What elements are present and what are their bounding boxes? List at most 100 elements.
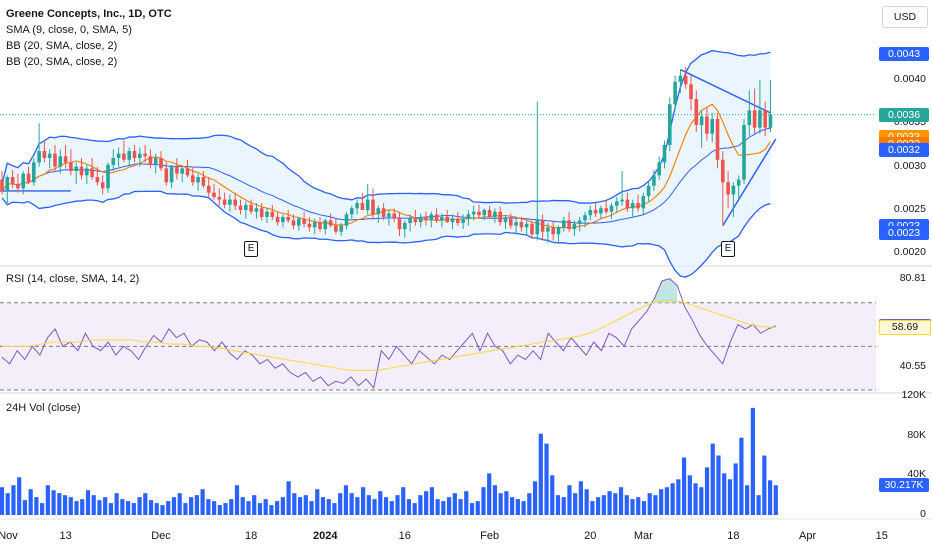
candle-body (111, 158, 116, 165)
volume-bar (143, 493, 148, 515)
candle-body (434, 214, 439, 221)
candle-body (286, 216, 290, 221)
candle (726, 171, 730, 209)
time-tick-label: 2024 (313, 530, 338, 542)
candle (350, 205, 354, 219)
volume-bar (309, 501, 314, 515)
volume-bar (74, 501, 79, 515)
candle-body (371, 199, 375, 215)
candle-body (42, 151, 47, 158)
candle (567, 211, 571, 232)
candle-body (302, 218, 306, 224)
candle (641, 192, 646, 215)
candle-body (683, 75, 688, 85)
time-tick-label: 16 (398, 530, 411, 542)
candle-body (524, 223, 529, 228)
candle (21, 171, 25, 195)
candle (318, 216, 322, 232)
rsi-tick-label: 80.81 (899, 272, 926, 285)
volume-bar (636, 497, 641, 515)
price-tag: 0.0023 (879, 225, 929, 240)
volume-bar (148, 500, 154, 515)
volume-bar (487, 473, 492, 515)
volume-bar (280, 497, 285, 515)
candle (85, 164, 89, 184)
candle (360, 192, 365, 210)
candle (217, 188, 222, 206)
candle (466, 210, 471, 226)
volume-bar (166, 501, 171, 515)
candle (461, 214, 465, 230)
volume-bar (699, 487, 704, 515)
candle (153, 153, 158, 174)
candle (58, 149, 63, 174)
candle (551, 220, 555, 241)
candle (493, 208, 497, 223)
candle (365, 184, 370, 215)
candle-body (572, 223, 577, 230)
candle (450, 214, 455, 230)
candle-body (567, 220, 571, 230)
candle (371, 188, 375, 219)
volume-bar (200, 489, 205, 515)
candle-body (662, 145, 667, 163)
volume-bar (750, 407, 755, 515)
volume-bar (532, 481, 538, 515)
candle-body (318, 222, 322, 230)
candle (79, 158, 84, 180)
candle-body (206, 185, 211, 193)
volume-tick-label: 80K (907, 428, 926, 441)
volume-bar (171, 497, 177, 515)
candle-body (270, 211, 275, 217)
candle (312, 218, 317, 235)
rsi-ma-line (2, 300, 776, 371)
volume-bar (521, 501, 526, 515)
candle (275, 211, 280, 226)
candle (556, 225, 561, 243)
volume-bar (45, 485, 50, 515)
chart-title: Greene Concepts, Inc., 1D, OTC (6, 8, 172, 20)
candle (731, 182, 736, 217)
candle (100, 175, 105, 195)
candle (715, 112, 720, 169)
volume-bar (429, 487, 434, 515)
volume-bar (297, 497, 303, 515)
candle-body (588, 210, 593, 216)
candle (164, 162, 169, 186)
volume-bar (120, 499, 125, 515)
candle (196, 173, 200, 191)
volume-bar (756, 495, 761, 515)
candle-body (307, 223, 312, 228)
candle (69, 149, 73, 176)
volume-bar (676, 479, 681, 515)
candle (636, 194, 640, 212)
volume-tag: 30.217K (879, 478, 929, 493)
candle-body (482, 210, 487, 216)
volume-bar (286, 481, 291, 515)
candle-body (297, 218, 301, 226)
volume-bar (389, 501, 394, 515)
candle (768, 80, 773, 132)
candle (662, 140, 667, 169)
candle (376, 205, 381, 223)
volume-bar (653, 495, 658, 515)
candle (206, 177, 211, 197)
volume-bar (510, 497, 515, 515)
candle-body (21, 173, 25, 189)
candle-body (360, 203, 365, 210)
candle (26, 166, 31, 184)
volume-bar (441, 501, 446, 515)
candle-body (424, 216, 428, 221)
candle (5, 175, 10, 204)
candle-body (339, 225, 343, 232)
candle-body (238, 205, 243, 210)
currency-button[interactable]: USD (882, 6, 928, 28)
candle (615, 197, 619, 212)
candle-body (69, 162, 73, 171)
candle (403, 220, 407, 238)
candle (355, 199, 359, 215)
candle (297, 216, 301, 231)
candle-body (768, 114, 773, 128)
candle (668, 97, 672, 152)
